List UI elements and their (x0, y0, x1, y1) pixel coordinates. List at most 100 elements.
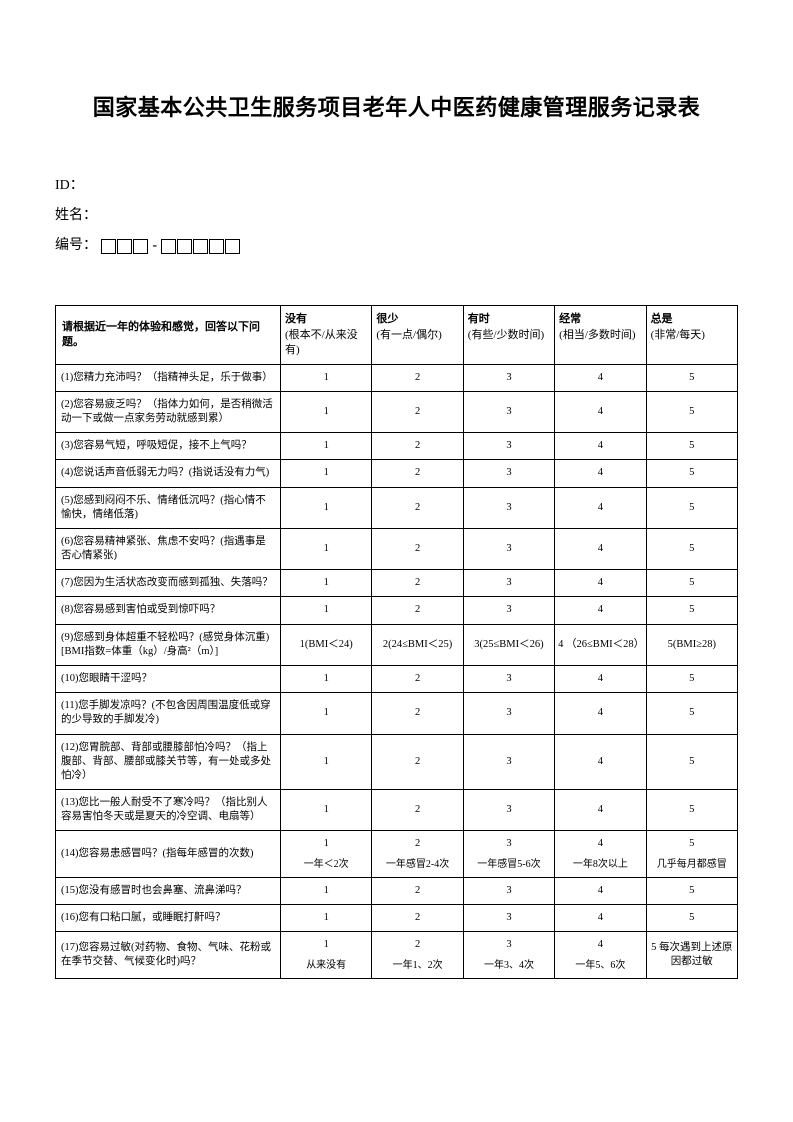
option-cell[interactable]: 1 (281, 433, 372, 460)
option-cell[interactable]: 1 (281, 570, 372, 597)
option-cell[interactable]: 5(BMI≥28) (646, 624, 737, 665)
option-cell[interactable]: 3一年感冒5-6次 (463, 831, 554, 878)
option-cell[interactable]: 1 (281, 597, 372, 624)
option-cell[interactable]: 2 (372, 364, 463, 391)
option-cell[interactable]: 4 (555, 734, 646, 790)
option-cell[interactable]: 2 (372, 734, 463, 790)
option-cell[interactable]: 4 (555, 597, 646, 624)
option-cell[interactable]: 5几乎每月都感冒 (646, 831, 737, 878)
option-cell[interactable]: 2 (372, 570, 463, 597)
option-cell[interactable]: 3一年3、4次 (463, 932, 554, 979)
option-cell[interactable]: 5 (646, 364, 737, 391)
option-cell[interactable]: 2 (372, 433, 463, 460)
option-cell[interactable]: 3 (463, 905, 554, 932)
option-value: 4 (558, 672, 642, 686)
option-cell[interactable]: 5 (646, 734, 737, 790)
option-cell[interactable]: 2 (372, 693, 463, 734)
option-cell[interactable]: 5 (646, 878, 737, 905)
option-cell[interactable]: 5 (646, 487, 737, 528)
option-cell[interactable]: 3 (463, 597, 554, 624)
option-cell[interactable]: 4一年5、6次 (555, 932, 646, 979)
option-cell[interactable]: 5 (646, 570, 737, 597)
option-cell[interactable]: 5 (646, 460, 737, 487)
option-cell[interactable]: 5 每次遇到上述原因都过敏 (646, 932, 737, 979)
option-cell[interactable]: 5 (646, 665, 737, 692)
option-cell[interactable]: 1 (281, 790, 372, 831)
option-cell[interactable]: 3 (463, 665, 554, 692)
option-value: 5 (650, 439, 734, 453)
option-value: 1 (284, 706, 368, 720)
table-row: (3)您容易气短，呼吸短促，接不上气吗？12345 (56, 433, 738, 460)
option-value: 2 (375, 884, 459, 898)
option-cell[interactable]: 1 (281, 905, 372, 932)
option-cell[interactable]: 1一年＜2次 (281, 831, 372, 878)
option-cell[interactable]: 4 (555, 905, 646, 932)
option-cell[interactable]: 4 （26≤BMI＜28） (555, 624, 646, 665)
questionnaire-table: 请根据近一年的体验和感觉，回答以下问题。 没有 (根本不/从来没有) 很少 (有… (55, 305, 738, 979)
question-cell: (15)您没有感冒时也会鼻塞、流鼻涕吗？ (56, 878, 281, 905)
option-cell[interactable]: 4 (555, 790, 646, 831)
option-cell[interactable]: 2 (372, 528, 463, 569)
option-cell[interactable]: 1 (281, 878, 372, 905)
option-cell[interactable]: 3 (463, 693, 554, 734)
table-header-row: 请根据近一年的体验和感觉，回答以下问题。 没有 (根本不/从来没有) 很少 (有… (56, 306, 738, 365)
option-cell[interactable]: 2 (372, 790, 463, 831)
option-cell[interactable]: 3 (463, 878, 554, 905)
option-cell[interactable]: 1 (281, 528, 372, 569)
option-cell[interactable]: 1 (281, 693, 372, 734)
option-cell[interactable]: 2 (372, 878, 463, 905)
option-extra: 一年感冒2-4次 (375, 858, 459, 872)
option-cell[interactable]: 4 (555, 391, 646, 432)
option-cell[interactable]: 4 (555, 487, 646, 528)
option-cell[interactable]: 4 (555, 433, 646, 460)
option-cell[interactable]: 2 (372, 460, 463, 487)
option-cell[interactable]: 2(24≤BMI＜25) (372, 624, 463, 665)
option-extra: 一年1、2次 (375, 959, 459, 973)
option-cell[interactable]: 1 (281, 391, 372, 432)
option-cell[interactable]: 4 (555, 570, 646, 597)
option-extra: 一年感冒5-6次 (467, 858, 551, 872)
option-cell[interactable]: 5 (646, 433, 737, 460)
question-cell: (3)您容易气短，呼吸短促，接不上气吗？ (56, 433, 281, 460)
table-row: (10)您眼睛干涩吗？12345 (56, 665, 738, 692)
option-cell[interactable]: 5 (646, 905, 737, 932)
option-cell[interactable]: 5 (646, 391, 737, 432)
option-cell[interactable]: 4一年8次以上 (555, 831, 646, 878)
option-cell[interactable]: 4 (555, 528, 646, 569)
option-cell[interactable]: 3 (463, 570, 554, 597)
option-cell[interactable]: 5 (646, 597, 737, 624)
option-cell[interactable]: 2一年1、2次 (372, 932, 463, 979)
option-cell[interactable]: 1(BMI＜24) (281, 624, 372, 665)
option-cell[interactable]: 1 (281, 734, 372, 790)
option-cell[interactable]: 4 (555, 665, 646, 692)
option-cell[interactable]: 4 (555, 364, 646, 391)
option-cell[interactable]: 3 (463, 487, 554, 528)
option-cell[interactable]: 2一年感冒2-4次 (372, 831, 463, 878)
option-cell[interactable]: 5 (646, 528, 737, 569)
option-cell[interactable]: 4 (555, 460, 646, 487)
option-cell[interactable]: 2 (372, 905, 463, 932)
option-cell[interactable]: 2 (372, 391, 463, 432)
option-value: 5(BMI≥28) (650, 638, 734, 652)
option-cell[interactable]: 1 (281, 364, 372, 391)
option-cell[interactable]: 3 (463, 391, 554, 432)
option-cell[interactable]: 5 (646, 790, 737, 831)
option-cell[interactable]: 2 (372, 487, 463, 528)
option-cell[interactable]: 3 (463, 364, 554, 391)
option-cell[interactable]: 3 (463, 734, 554, 790)
option-cell[interactable]: 4 (555, 693, 646, 734)
option-cell[interactable]: 4 (555, 878, 646, 905)
option-cell[interactable]: 1 (281, 460, 372, 487)
option-cell[interactable]: 2 (372, 665, 463, 692)
option-cell[interactable]: 1 (281, 487, 372, 528)
option-cell[interactable]: 1从来没有 (281, 932, 372, 979)
option-cell[interactable]: 1 (281, 665, 372, 692)
option-cell[interactable]: 3 (463, 460, 554, 487)
option-value: 3 (467, 603, 551, 617)
option-cell[interactable]: 3 (463, 528, 554, 569)
option-cell[interactable]: 3 (463, 433, 554, 460)
option-cell[interactable]: 5 (646, 693, 737, 734)
option-cell[interactable]: 3 (463, 790, 554, 831)
option-cell[interactable]: 3(25≤BMI＜26) (463, 624, 554, 665)
option-cell[interactable]: 2 (372, 597, 463, 624)
